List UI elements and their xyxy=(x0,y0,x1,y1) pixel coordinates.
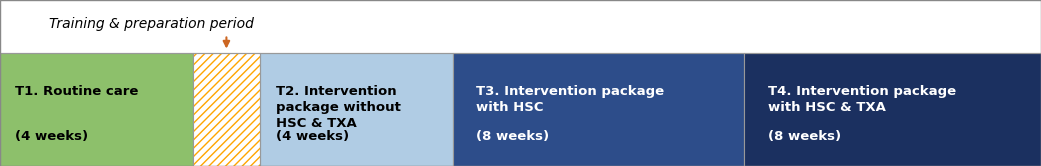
Bar xyxy=(193,53,260,166)
Text: (8 weeks): (8 weeks) xyxy=(768,130,841,143)
Text: T4. Intervention package
with HSC & TXA: T4. Intervention package with HSC & TXA xyxy=(768,85,957,114)
Text: (4 weeks): (4 weeks) xyxy=(276,130,349,143)
Text: (4 weeks): (4 weeks) xyxy=(16,130,88,143)
Bar xyxy=(193,53,260,166)
Text: Training & preparation period: Training & preparation period xyxy=(49,17,253,31)
Bar xyxy=(744,53,1041,166)
Text: T1. Routine care: T1. Routine care xyxy=(16,85,138,98)
Text: T3. Intervention package
with HSC: T3. Intervention package with HSC xyxy=(476,85,664,114)
Text: T2. Intervention
package without
HSC & TXA: T2. Intervention package without HSC & T… xyxy=(276,85,401,130)
Bar xyxy=(260,53,453,166)
Bar xyxy=(453,53,744,166)
Text: (8 weeks): (8 weeks) xyxy=(476,130,550,143)
Bar xyxy=(0,53,193,166)
Bar xyxy=(193,53,260,166)
